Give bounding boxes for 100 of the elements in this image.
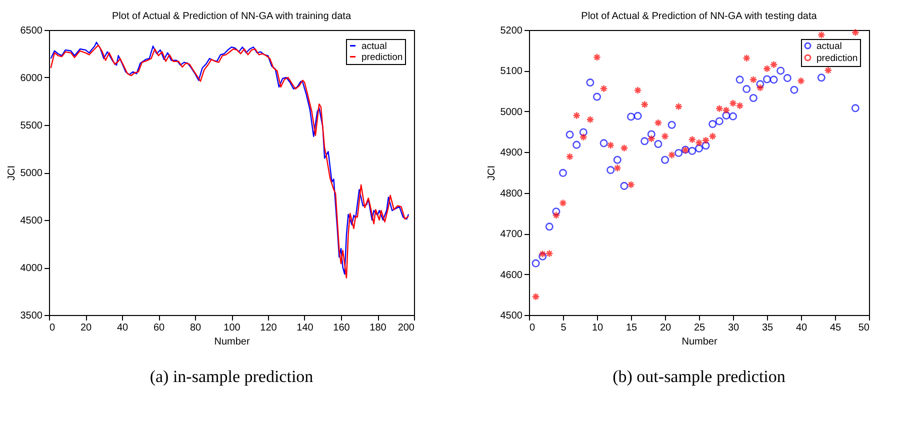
y-tick-label: 5100 (500, 66, 523, 78)
x-tick-label: 40 (116, 322, 128, 334)
point (606, 141, 615, 150)
point (708, 120, 717, 128)
legend-label: actual (816, 40, 842, 52)
x-tick-label: 200 (398, 322, 415, 334)
point (702, 142, 710, 150)
point (660, 156, 670, 164)
point (592, 53, 602, 62)
y-tick-label: 4800 (500, 188, 523, 200)
legend-label: prediction (816, 52, 858, 64)
point (742, 54, 751, 62)
point (715, 104, 724, 113)
point (566, 152, 574, 161)
x-tick-label: 10 (592, 322, 604, 334)
point (640, 137, 649, 146)
x-tick-label: 0 (50, 322, 56, 334)
point (626, 112, 636, 121)
y-tick-label: 5000 (20, 168, 43, 179)
point (674, 148, 683, 157)
x-tick-label: 20 (660, 322, 672, 334)
point (824, 66, 832, 74)
y-tick-label: 5000 (500, 106, 523, 118)
point (796, 76, 806, 85)
point (742, 85, 751, 94)
point (654, 118, 662, 127)
legend-label: actual (362, 40, 387, 52)
point (647, 130, 656, 138)
point (634, 112, 642, 120)
chart-title: Plot of Actual & Prediction of NN-GA with testing data (581, 11, 818, 22)
point (783, 74, 792, 82)
point (620, 182, 628, 190)
y-tick-label: 4700 (500, 229, 523, 240)
point (770, 76, 778, 84)
x-tick-label: 50 (858, 322, 870, 334)
point (736, 102, 744, 110)
y-tick-label: 4500 (500, 310, 523, 322)
point (572, 140, 581, 149)
point (722, 106, 730, 114)
point (851, 104, 860, 112)
text: (a) in-sample prediction (150, 367, 314, 386)
point (532, 259, 540, 268)
point (586, 116, 594, 124)
point (756, 84, 764, 92)
x-tick-label: 160 (333, 322, 350, 334)
point (634, 86, 642, 94)
x-tick-label: 100 (224, 322, 241, 334)
y-tick-label: 5500 (20, 120, 43, 132)
y-axis-title: JCI (486, 166, 498, 180)
x-tick-label: 20 (80, 322, 92, 334)
point (600, 84, 608, 93)
x-axis-title: Number (214, 336, 250, 348)
point (626, 180, 636, 189)
y-tick-label: 4900 (500, 148, 523, 159)
point (606, 166, 615, 174)
point (532, 292, 540, 301)
point (688, 146, 696, 155)
x-tick-label: 5 (560, 322, 567, 334)
x-tick-label: 60 (153, 322, 165, 334)
point (579, 133, 588, 142)
point (613, 156, 622, 164)
point (620, 144, 628, 152)
point (566, 130, 574, 139)
x-tick-label: 30 (728, 322, 740, 334)
x-tick-label: 40 (796, 322, 808, 334)
y-tick-label: 4500 (20, 216, 43, 226)
point (776, 66, 785, 75)
point (790, 86, 798, 94)
chart-title: Plot of Actual & Prediction of NN-GA with training data (112, 11, 352, 22)
point (552, 211, 560, 220)
point (640, 100, 649, 109)
point (728, 99, 738, 108)
point (579, 128, 588, 136)
point (736, 76, 744, 84)
point (688, 136, 696, 144)
point (545, 222, 554, 231)
point (558, 168, 568, 177)
point (600, 139, 608, 148)
y-tick-label: 6000 (20, 73, 43, 84)
point (694, 144, 704, 152)
x-tick-label: 140 (296, 322, 314, 334)
y-axis-title: JCI (6, 166, 18, 180)
point (674, 102, 683, 111)
point (817, 74, 826, 82)
text: (b) out-sample prediction (612, 367, 786, 386)
x-tick-label: 0 (530, 322, 536, 334)
x-tick-label: 180 (370, 322, 387, 334)
y-tick-label: 5200 (500, 26, 523, 36)
point (756, 80, 764, 88)
point (749, 76, 758, 84)
point (668, 120, 676, 129)
point (722, 112, 730, 120)
point (762, 75, 772, 84)
point (654, 140, 662, 148)
point (552, 208, 560, 216)
y-tick-label: 4600 (500, 270, 523, 281)
y-tick-label: 3500 (20, 310, 43, 322)
point (592, 92, 602, 101)
point (668, 150, 676, 159)
point (660, 132, 670, 140)
